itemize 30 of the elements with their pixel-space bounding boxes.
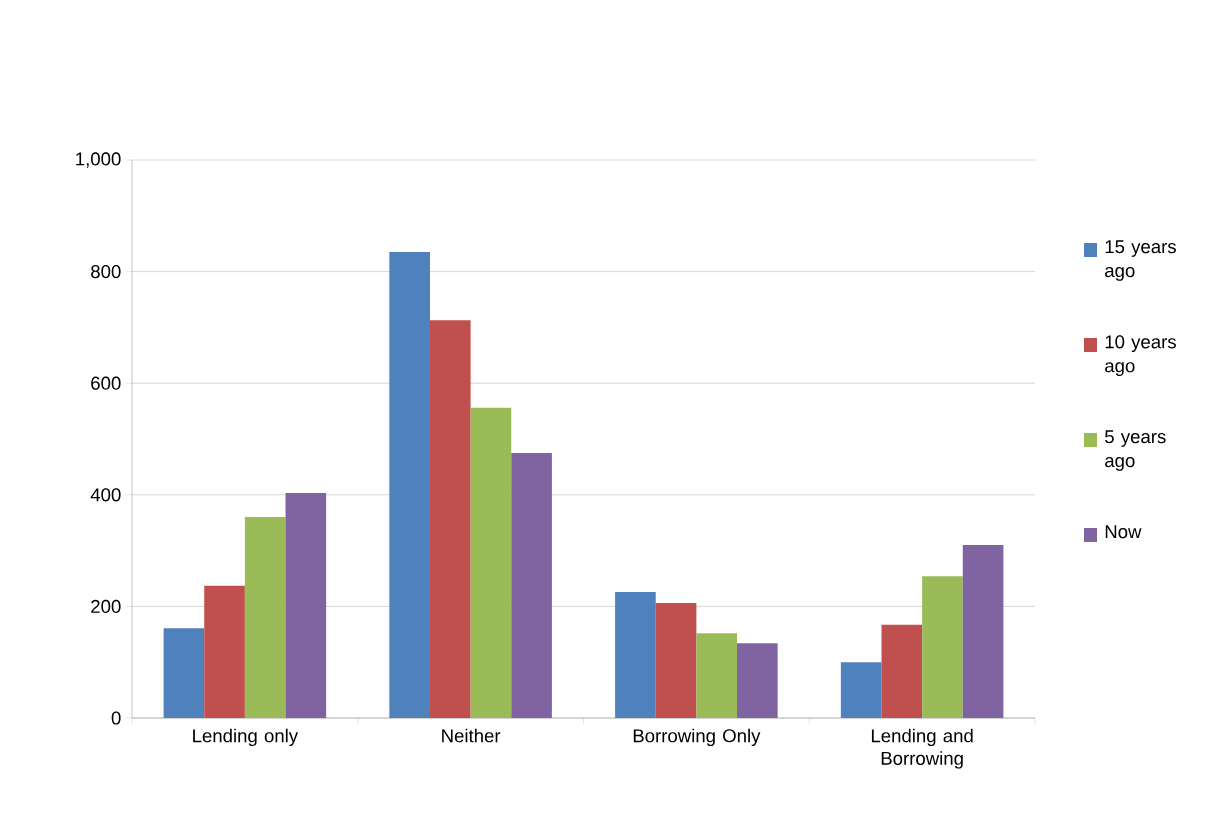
y-tick-label: 0	[111, 711, 121, 725]
legend-label: Now	[1105, 525, 1142, 539]
y-tick-label: 400	[90, 488, 121, 502]
bar	[962, 545, 1004, 718]
bar	[840, 662, 882, 718]
bar	[696, 633, 738, 718]
bar	[922, 576, 963, 718]
bar	[429, 320, 471, 718]
y-tick-label: 1,000	[76, 152, 121, 168]
y-tick-label: 800	[91, 265, 121, 279]
bar	[881, 624, 923, 718]
bar	[204, 585, 245, 718]
x-tick-label: Borrowing Only	[633, 728, 761, 747]
legend-label: 5 years ago	[1105, 430, 1166, 471]
bar	[511, 452, 552, 718]
bar	[470, 407, 512, 718]
bar	[615, 591, 656, 718]
bar	[244, 517, 286, 718]
bar	[737, 643, 778, 718]
legend-label: 15 years ago	[1105, 240, 1176, 281]
x-tick-label: Lending only	[193, 728, 299, 747]
bar	[389, 252, 430, 718]
legend-label: 10 years ago	[1105, 335, 1176, 377]
x-tick-label: Neither	[442, 728, 501, 743]
y-tick-label: 200	[91, 599, 121, 613]
bar	[285, 493, 327, 718]
x-tick-label: Lending and Borrowing	[871, 728, 973, 769]
bar	[163, 628, 205, 718]
bar	[655, 603, 697, 718]
y-tick-label: 600	[91, 376, 121, 390]
